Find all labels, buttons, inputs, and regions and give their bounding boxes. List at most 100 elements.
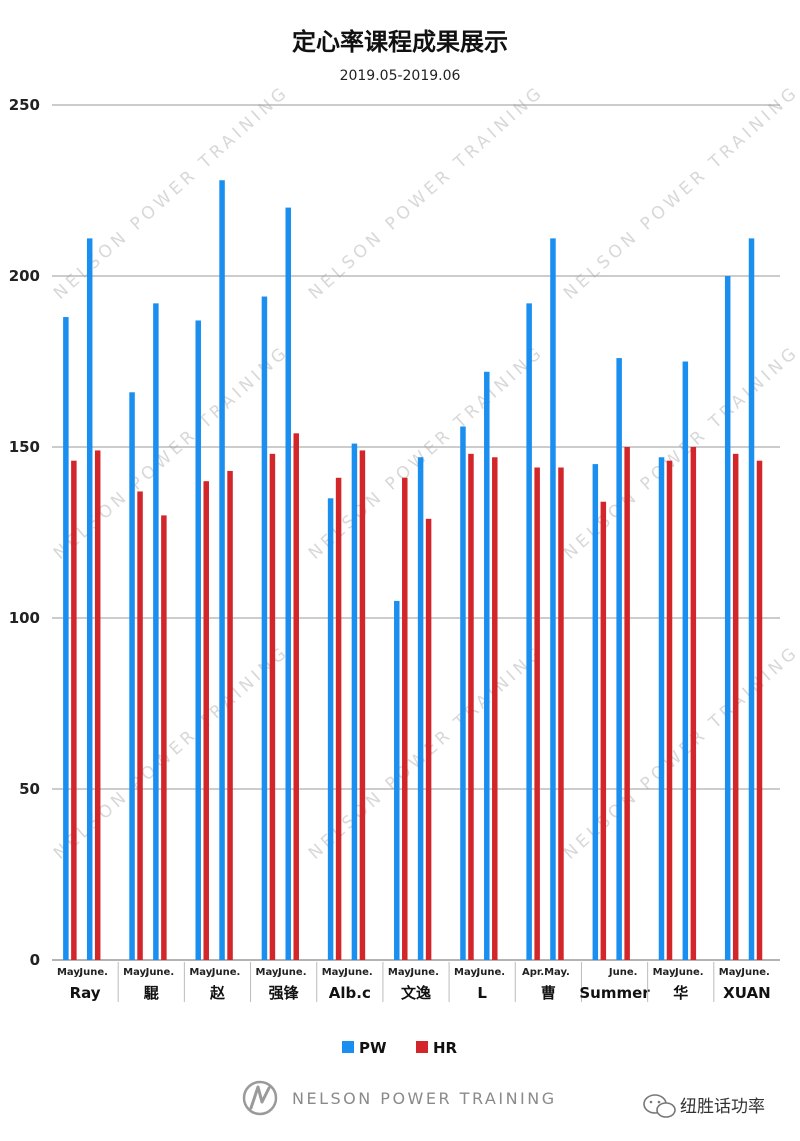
bar-pw [327,498,334,960]
x-period-label: May. [256,967,282,978]
x-period-label: May. [544,967,570,978]
bar-hr [468,453,474,960]
bar-hr [534,467,540,960]
bar-pw [682,361,689,960]
legend-swatch-hr [416,1041,428,1053]
x-period-label: June. [740,967,770,978]
x-period-label: June. [608,967,638,978]
chart-title: 定心率课程成果展示 [292,28,508,56]
bar-pw [616,358,622,961]
chart-subtitle: 2019.05-2019.06 [340,68,461,84]
bar-hr [359,450,366,960]
bar-pw [63,317,69,960]
x-period-label: June. [409,967,439,978]
x-group-label: 赵 [209,984,226,1002]
x-period-label: May. [719,967,745,978]
x-period-label: June. [145,967,175,978]
x-period-label: June. [476,967,506,978]
x-period-label: Apr. [522,967,544,978]
bar-pw [592,464,599,960]
bar-hr [203,481,209,960]
bar-pw [86,238,93,960]
legend: PW HR [342,1039,458,1057]
bar-pw [261,296,268,960]
bar-pw [658,457,665,960]
y-tick-label: 150 [9,438,40,456]
watermark-text: NELSON POWER TRAINING [50,342,293,564]
bar-pw [460,426,466,961]
bar-pw [394,600,400,960]
bar-hr [161,515,167,960]
x-period-label: May. [189,967,215,978]
watermark-text: NELSON POWER TRAINING [50,82,293,304]
y-tick-label: 0 [30,951,40,969]
x-axis: May.June.RayMay.June.騉May.June.赵May.June… [57,962,771,1002]
bar-pw [351,443,358,961]
footer: NELSON POWER TRAINING 纽胜话功率 [242,1080,765,1118]
bar-hr [71,460,77,960]
bar-hr [293,433,299,960]
x-period-label: June. [674,967,704,978]
y-tick-label: 200 [9,267,40,285]
x-group-label: 华 [673,984,688,1002]
wechat-account-name: 纽胜话功率 [680,1097,765,1117]
bar-hr [335,477,342,960]
watermark-text: NELSON POWER TRAINING [560,82,800,304]
bar-hr [492,457,498,960]
nelson-logo-icon [242,1080,278,1116]
footer-brand: NELSON POWER TRAINING [292,1089,557,1108]
x-group-label: 强锋 [269,984,300,1002]
bar-hr [94,450,101,960]
x-group-label: Alb.c [329,984,371,1002]
bar-hr [402,477,408,960]
x-group-label: 文逸 [401,984,431,1002]
x-group-label: XUAN [723,984,770,1002]
watermark-text: NELSON POWER TRAINING [50,642,293,864]
x-group-label: 騉 [144,984,159,1002]
bar-hr [756,460,763,960]
bar-pw [526,303,532,960]
bar-hr [558,467,564,960]
wechat-icon [643,1094,676,1118]
bar-hr [227,470,233,960]
legend-swatch-pw [342,1041,354,1053]
bar-pw [748,238,755,960]
y-tick-label: 100 [9,609,40,627]
y-axis: 0 50 100 150 200 250 [9,96,40,969]
bar-pw [219,180,225,961]
bar-pw [417,457,424,960]
bar-pw [550,238,556,960]
x-period-label: June. [277,967,307,978]
y-tick-label: 250 [9,96,40,114]
x-period-label: June. [211,967,241,978]
y-tick-label: 50 [19,780,40,798]
x-period-label: June. [78,967,108,978]
legend-label-hr: HR [433,1039,458,1057]
bar-hr [600,501,607,960]
bar-pw [724,276,731,960]
bars-layer [63,180,763,961]
x-group-label: 曹 [541,984,556,1002]
x-period-label: May. [123,967,149,978]
x-period-label: May. [322,967,348,978]
bar-pw [153,303,159,960]
x-period-label: May. [57,967,83,978]
bar-hr [425,518,432,960]
bar-hr [624,447,630,960]
x-group-label: Ray [70,984,101,1002]
bar-pw [129,392,135,960]
watermark-text: NELSON POWER TRAINING [305,82,548,304]
x-period-label: May. [454,967,480,978]
bar-hr [732,453,739,960]
bar-hr [269,453,276,960]
gridlines [52,104,780,961]
x-period-label: June. [343,967,373,978]
x-group-label: L [477,984,487,1002]
bar-hr [690,447,697,960]
bar-pw [285,207,291,961]
legend-label-pw: PW [359,1039,387,1057]
bar-pw [195,320,201,961]
x-period-label: May. [388,967,414,978]
bar-pw [484,371,490,960]
